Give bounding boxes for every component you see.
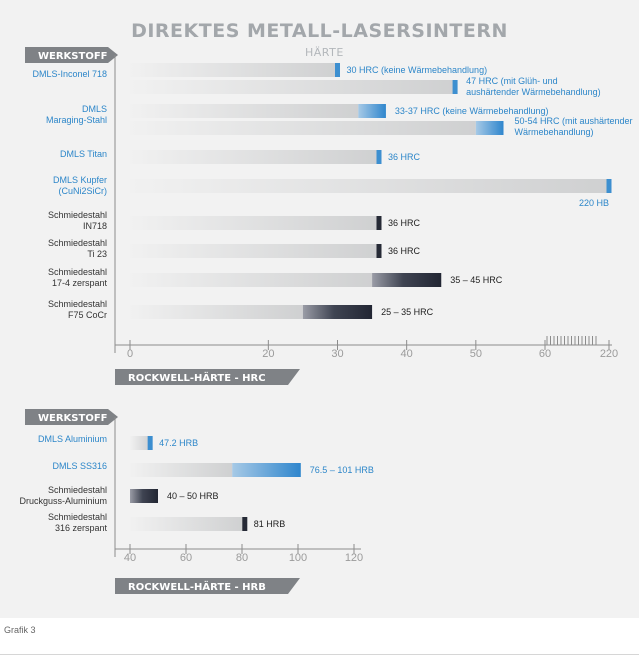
bar-marker: [335, 63, 340, 77]
category-label: Ti 23: [87, 249, 107, 259]
bar-marker: [376, 150, 382, 164]
data-label: aushärtender Wärmebehandlung): [466, 87, 601, 97]
x-axis-title: ROCKWELL-HÄRTE - HRC: [128, 370, 266, 384]
category-label: Schmiedestahl: [48, 267, 107, 277]
x-axis-title: ROCKWELL-HÄRTE - HRB: [128, 579, 266, 593]
category-label: Schmiedestahl: [48, 238, 107, 248]
x-axis-title-tag: [115, 578, 300, 594]
x-tick-label: 40: [124, 552, 136, 564]
bar-marker: [376, 244, 382, 258]
x-tick-label: 50: [470, 348, 482, 360]
hardness-chart-2: WERKSTOFF DMLS Aluminium 47.2 HRB DMLS SS31…: [19, 409, 374, 594]
x-tick-label: 30: [331, 348, 343, 360]
bar-track: [130, 121, 476, 135]
category-label: DMLS Titan: [60, 149, 107, 159]
category-label: F75 CoCr: [68, 310, 107, 320]
category-label: IN718: [83, 221, 107, 231]
bar-range: [358, 104, 386, 118]
bar-track: [130, 436, 151, 450]
data-label: 30 HRC (keine Wärmebehandlung): [347, 65, 488, 75]
data-label: 33-37 HRC (keine Wärmebehandlung): [395, 106, 549, 116]
x-tick-label: 60: [539, 348, 551, 360]
bar-range: [475, 121, 504, 135]
category-label: DMLS-Inconel 718: [32, 69, 107, 79]
data-label: 36 HRC: [388, 152, 421, 162]
bar-track: [130, 179, 609, 193]
bar-marker: [376, 216, 382, 230]
bar-marker: [606, 179, 612, 193]
bar-track: [130, 216, 379, 230]
hardness-chart-1: WERKSTOFF DMLS-Inconel 718 30 HRC (keine W…: [25, 47, 633, 385]
bar-range: [232, 463, 301, 477]
category-label: Schmiedestahl: [48, 210, 107, 220]
data-label: 47 HRC (mit Glüh- und: [466, 76, 558, 86]
data-label: 35 – 45 HRC: [450, 275, 503, 285]
data-label: 47.2 HRB: [159, 438, 198, 448]
category-header-tag: [25, 47, 118, 63]
bar-track: [130, 104, 359, 118]
bar-range: [130, 489, 158, 503]
category-label: 17-4 zerspant: [52, 278, 108, 288]
category-label: (CuNi2SiCr): [58, 186, 107, 196]
data-label: 50-54 HRC (mit aushärtender: [515, 116, 633, 126]
bar-range: [372, 273, 442, 287]
x-tick-label: 80: [236, 552, 248, 564]
bar-marker: [242, 517, 248, 531]
x-tick-label: 40: [401, 348, 413, 360]
category-label: Druckguss-Aluminium: [19, 496, 107, 506]
category-label: Schmiedestahl: [48, 299, 107, 309]
category-header-tag: [25, 409, 118, 425]
hardness-charts: WERKSTOFF DMLS-Inconel 718 30 HRC (keine W…: [19, 47, 633, 594]
divider: [0, 654, 639, 655]
category-label: DMLS: [82, 104, 107, 114]
category-header-label: WERKSTOFF: [38, 51, 108, 62]
category-label: 316 zerspant: [55, 523, 108, 533]
category-label: DMLS Aluminium: [38, 434, 107, 444]
x-tick-label: 60: [180, 552, 192, 564]
bar-track: [130, 150, 379, 164]
category-label: Maraging-Stahl: [46, 115, 107, 125]
x-tick-label: 120: [345, 552, 363, 564]
category-label: DMLS SS316: [52, 461, 107, 471]
bar-track: [130, 517, 245, 531]
bar-range: [302, 305, 373, 319]
data-label: Wärmebehandlung): [515, 127, 594, 137]
x-axis-title-tag: [115, 369, 300, 385]
x-tick-label: 220: [600, 348, 618, 360]
x-tick-label: 20: [262, 348, 274, 360]
data-label: 36 HRC: [388, 246, 421, 256]
bar-track: [130, 80, 456, 94]
chart-title: DIREKTES METALL-LASERSINTERN: [131, 20, 508, 42]
bar-marker: [452, 80, 458, 94]
bar-track: [130, 305, 303, 319]
data-label: 40 – 50 HRB: [167, 491, 219, 501]
data-label: 36 HRC: [388, 218, 421, 228]
category-header-label: WERKSTOFF: [38, 413, 108, 424]
bar-marker: [147, 436, 153, 450]
x-tick-label: 100: [289, 552, 307, 564]
data-label: 25 – 35 HRC: [381, 307, 434, 317]
figure-caption: Grafik 3: [4, 625, 36, 635]
data-label: 81 HRB: [254, 519, 286, 529]
x-tick-label: 0: [127, 348, 133, 360]
category-label: Schmiedestahl: [48, 512, 107, 522]
category-label: Schmiedestahl: [48, 485, 107, 495]
category-label: DMLS Kupfer: [53, 175, 107, 185]
data-label: 76.5 – 101 HRB: [310, 465, 374, 475]
data-label: 220 HB: [579, 198, 609, 208]
chart-subtitle: HÄRTE: [305, 46, 344, 59]
bar-track: [130, 244, 379, 258]
bar-track: [130, 463, 233, 477]
bar-track: [130, 273, 373, 287]
bar-track: [130, 63, 338, 77]
